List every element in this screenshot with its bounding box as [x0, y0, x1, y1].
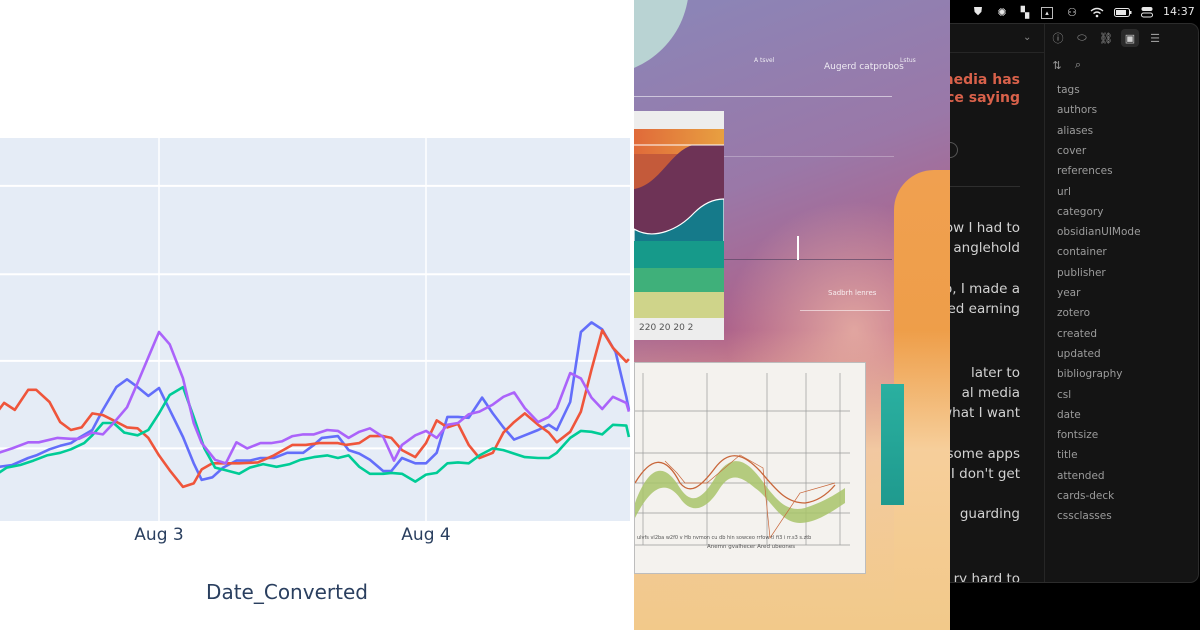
illustration-line: [634, 96, 892, 97]
note-text-line: what I want: [950, 405, 1020, 421]
property-item[interactable]: created: [1057, 327, 1097, 340]
property-item[interactable]: tags: [1057, 84, 1080, 96]
sort-icon[interactable]: ⇅: [1052, 59, 1062, 72]
divider: [950, 52, 1044, 53]
property-item[interactable]: cards-deck: [1057, 490, 1115, 502]
line-chart-panel: Aug 3 Aug 4 Date_Converted: [0, 0, 634, 630]
link-icon[interactable]: ⛓: [1099, 32, 1113, 45]
note-text-line: ow I had to: [950, 220, 1020, 236]
menu-bar-clock[interactable]: 14:37: [1163, 5, 1195, 18]
property-item[interactable]: authors: [1057, 104, 1098, 117]
battery-icon[interactable]: [1114, 5, 1132, 19]
property-item[interactable]: zotero: [1057, 307, 1091, 320]
abstract-chart-illustration: A tsvel Lstus Augerd catprobos Sadbrh le…: [634, 0, 950, 630]
property-item[interactable]: title: [1057, 449, 1078, 462]
property-item[interactable]: date: [1057, 408, 1081, 421]
note-text-line: ry hard to: [953, 571, 1020, 582]
inset-chart-ticks: 220 20 20 2: [639, 323, 694, 333]
illustration-line: [800, 310, 890, 311]
property-item[interactable]: csl: [1057, 388, 1072, 401]
illustration-small-caption: A tsvel: [754, 57, 775, 64]
teal-blob-shape: [634, 0, 689, 75]
property-item[interactable]: bibliography: [1057, 368, 1123, 381]
property-item[interactable]: obsidianUIMode: [1057, 226, 1141, 239]
x-axis-title: Date_Converted: [206, 580, 368, 604]
people-icon[interactable]: ⚇: [1067, 6, 1077, 19]
chevron-down-icon[interactable]: ⌄: [1023, 32, 1032, 43]
shield-icon[interactable]: ⛊: [973, 5, 983, 18]
properties-pane: ⓘ ⬭ ⛓ ▣ ☰ ⇅ ⌕ tags authors aliases cover referenc…: [1045, 24, 1198, 582]
illustration-small-caption-right: Lstus: [900, 57, 916, 64]
inset-line-chart-caption: Anemn gvalhecer Ared ubeones: [707, 544, 796, 550]
note-text-line: later to: [970, 365, 1020, 381]
property-item[interactable]: year: [1057, 287, 1081, 299]
x-tick-aug-4: Aug 4: [401, 525, 451, 545]
search-icon[interactable]: ⌕: [1074, 58, 1082, 71]
line-chart: [0, 138, 631, 521]
app-window: ⌄ media has ce saying ow I had to angleho…: [950, 23, 1199, 583]
teal-bar-shape: [881, 384, 904, 505]
illustration-caption-mid: Sadbrh lenres: [828, 289, 877, 297]
gridlines: [0, 138, 630, 521]
line-series-red[interactable]: [0, 328, 630, 489]
line-series-blue[interactable]: [0, 321, 631, 482]
menu-bar: ⛊ ✺ ▚ ▴ ⚇ 14:37: [950, 0, 1200, 24]
inset-line-chart-card: ulvfs vl2ba w2f0 v Hb nvmon cu db hin so…: [634, 362, 866, 574]
circle-icon: [950, 142, 958, 158]
note-text-line: o, I made a: [950, 281, 1020, 297]
property-item[interactable]: references: [1057, 165, 1113, 178]
list-icon[interactable]: ☰: [1150, 32, 1160, 45]
property-item[interactable]: url: [1057, 185, 1071, 198]
note-title-line: media has: [950, 72, 1020, 88]
property-item[interactable]: category: [1057, 205, 1104, 218]
property-item[interactable]: publisher: [1057, 266, 1106, 279]
illustration-axis: [724, 259, 892, 260]
note-text-line: ted earning: [950, 301, 1020, 317]
property-item[interactable]: container: [1057, 246, 1107, 259]
line-series-green[interactable]: [0, 385, 631, 483]
note-editor-pane[interactable]: ⌄ media has ce saying ow I had to angleho…: [950, 24, 1045, 582]
inset-line-chart-ticks: ulvfs vl2ba w2f0 v Hb nvmon cu db hin so…: [637, 535, 812, 541]
note-text-line: t I don't get: [950, 466, 1020, 482]
grid-icon[interactable]: ▚: [1020, 6, 1030, 19]
illustration-line: [724, 156, 894, 157]
note-text-line: some apps: [950, 446, 1020, 462]
tags-icon[interactable]: ⬭: [1077, 31, 1087, 44]
info-icon[interactable]: ⓘ: [1052, 33, 1064, 45]
x-tick-aug-3: Aug 3: [134, 525, 184, 545]
app-extension-icon[interactable]: ✺: [997, 6, 1007, 19]
property-item[interactable]: cover: [1057, 144, 1087, 157]
illustration-bar: [797, 236, 799, 260]
illustration-title: Augerd catprobos: [824, 62, 904, 72]
property-item[interactable]: updated: [1057, 347, 1101, 360]
dark-app-panel: ⛊ ✺ ▚ ▴ ⚇ 14:37 ⌄ media has ce saying ow…: [950, 0, 1200, 630]
line-series-purple[interactable]: [0, 330, 631, 465]
data-series: [0, 321, 631, 489]
plot-area: [0, 138, 630, 521]
note-text-line: guarding: [959, 506, 1020, 522]
inset-stacked-chart-card: 220 20 20 2: [634, 111, 724, 340]
property-item[interactable]: fontsize: [1057, 429, 1099, 442]
property-item[interactable]: attended: [1057, 469, 1105, 482]
property-item[interactable]: cssclasses: [1057, 510, 1112, 523]
property-item[interactable]: aliases: [1057, 124, 1094, 137]
archive-icon[interactable]: ▣: [1121, 29, 1139, 47]
wifi-icon[interactable]: [1090, 5, 1104, 19]
note-text-line: al media: [961, 385, 1020, 401]
note-text-line: anglehold: [953, 240, 1020, 256]
box-icon[interactable]: ▴: [1041, 7, 1053, 19]
note-title-line: ce saying: [950, 90, 1020, 106]
control-center-icon[interactable]: [1140, 5, 1154, 19]
divider: [950, 186, 1020, 187]
